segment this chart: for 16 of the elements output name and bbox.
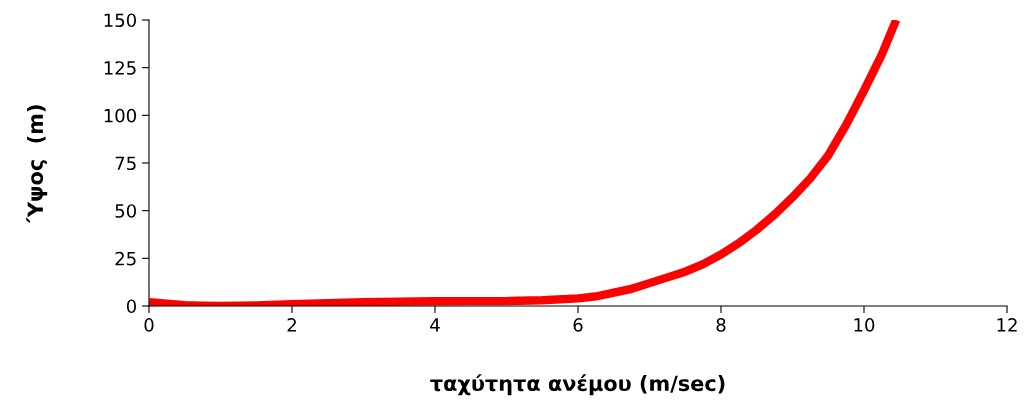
x-tick-label: 4 <box>430 318 440 332</box>
y-tick-label: 0 <box>126 299 136 314</box>
y-tick-label: 50 <box>115 204 136 218</box>
x-tick-label: 10 <box>854 318 875 332</box>
y-tick-label: 150 <box>104 13 136 28</box>
y-axis-title: Ύψος (m) <box>26 105 48 223</box>
x-tick-label: 8 <box>716 318 726 332</box>
y-tick-label: 75 <box>115 156 136 171</box>
y-tick-label: 125 <box>104 61 136 75</box>
y-tick-label: 25 <box>115 251 136 266</box>
x-tick-label: 2 <box>287 318 296 332</box>
x-tick-label: 6 <box>573 318 583 332</box>
x-tick-label: 0 <box>144 318 154 332</box>
x-tick-label: 12 <box>997 318 1017 332</box>
x-axis-title: ταχύτητα ανέμου (m/sec) <box>430 374 725 396</box>
y-tick-label: 100 <box>104 108 136 123</box>
